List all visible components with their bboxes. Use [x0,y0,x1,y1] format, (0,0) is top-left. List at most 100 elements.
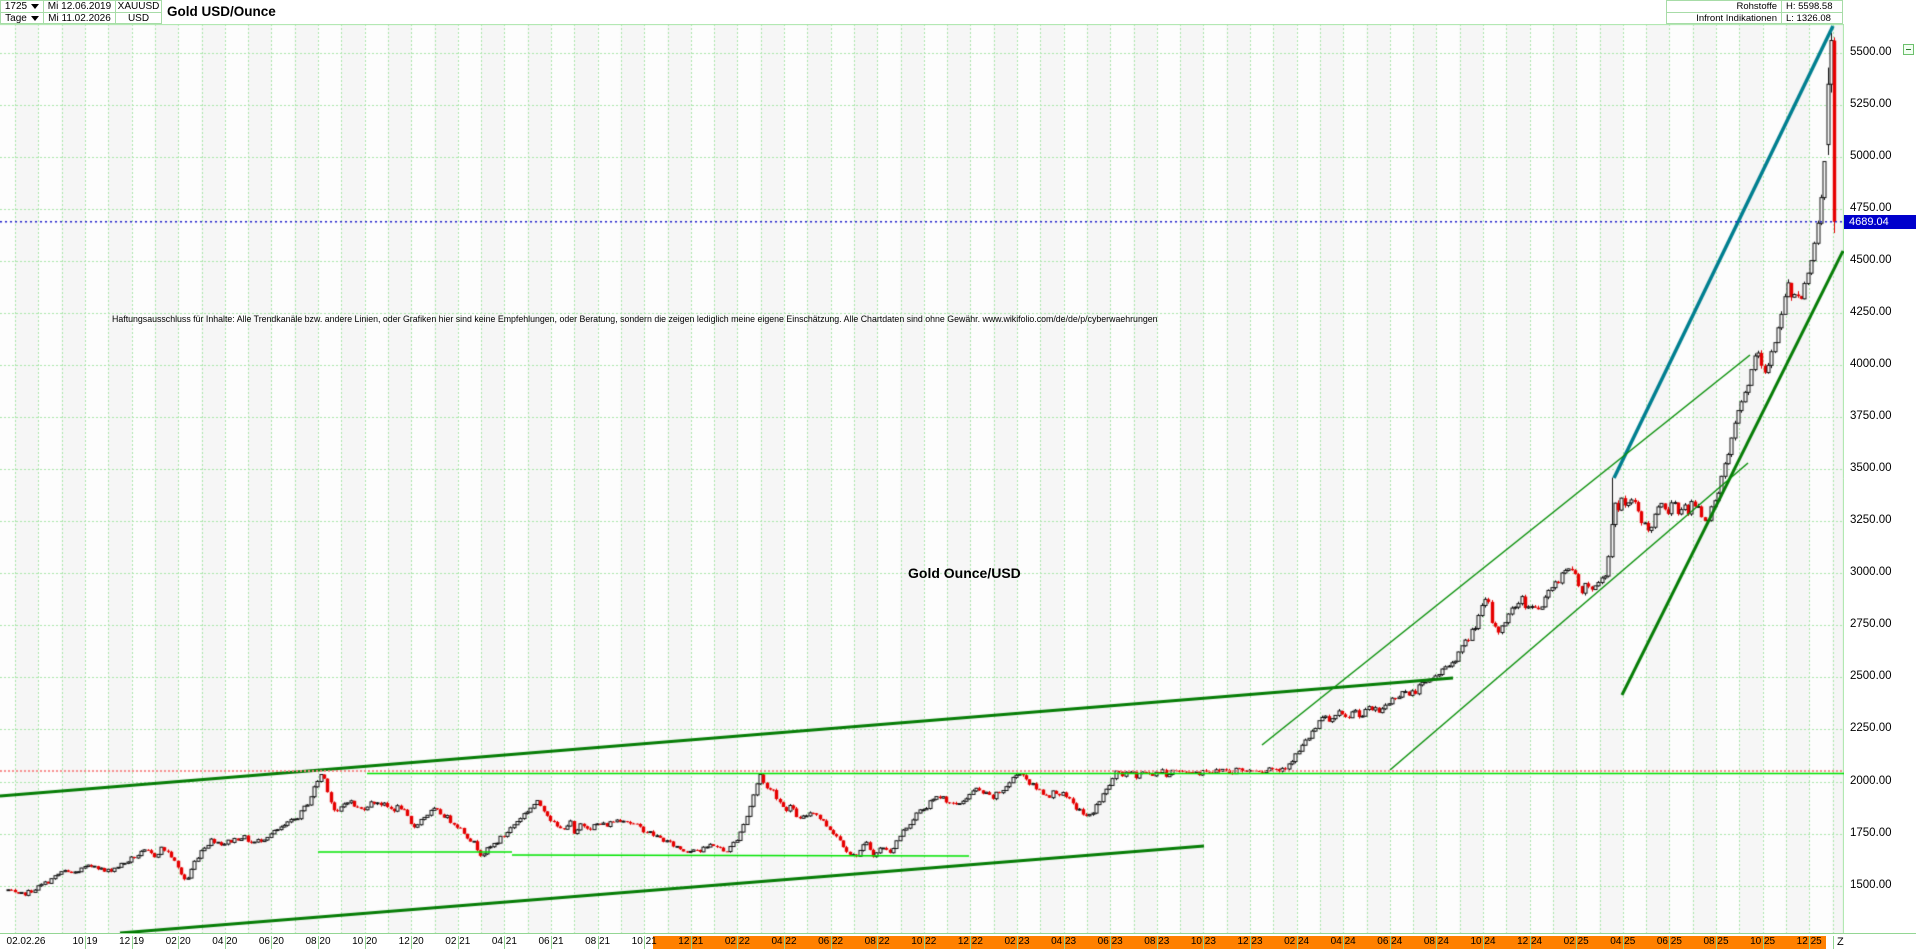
y-axis-label: 2250.00 [1850,722,1892,735]
chevron-down-icon [30,15,39,21]
time-axis-separator [458,936,459,949]
x-axis-label: 12 19 [119,936,145,947]
y-axis-label: 5500.00 [1850,46,1892,58]
y-axis-label: 5250.00 [1850,98,1892,111]
x-axis-label: 04 20 [212,936,238,947]
time-axis-separator [1203,936,1204,949]
x-axis-label: 06 23 [1097,936,1123,947]
x-axis-label: 10 23 [1190,936,1216,947]
x-axis-label: 08 23 [1144,936,1170,947]
timeframe-select[interactable]: Tage [0,12,44,24]
time-axis-separator [1669,936,1670,949]
x-axis-label: 08 20 [305,936,331,947]
time-axis-separator [1250,936,1251,949]
time-axis[interactable]: 02.02.26 Z 10 19 12 19 02 20 04 20 06 20 08 2… [0,933,1916,949]
time-axis-separator [784,936,785,949]
time-axis-separator [1064,936,1065,949]
time-axis-separator [924,936,925,949]
chevron-down-icon [31,4,40,9]
price-axis[interactable]: 5500.00 5250.00 5000.00 4750.00 4500.00 4250.… [1844,24,1916,933]
currency-cell: USD [115,12,162,24]
x-axis-label: 06 20 [258,936,284,947]
x-axis-label: 10 24 [1470,936,1496,947]
time-axis-separator [877,936,878,949]
x-axis-label: 10 22 [911,936,937,947]
jump-to-end-label[interactable]: Z [1837,936,1844,948]
session-low-value: L: 1326.08 [1786,12,1831,24]
start-date-value: Mi 12.06.2019 [47,1,112,12]
time-axis-separator [737,936,738,949]
y-axis-label: 3250.00 [1850,514,1892,527]
x-axis-label: 10 25 [1750,936,1776,947]
x-axis-label: 02 23 [1004,936,1030,947]
y-axis-label: 2000.00 [1850,774,1892,787]
time-axis-separator [1343,936,1344,949]
time-axis-separator [970,936,971,949]
x-axis-label: 08 24 [1423,936,1449,947]
y-axis-label: 3000.00 [1850,566,1892,579]
time-axis-separator [1483,936,1484,949]
x-axis-label: 04 23 [1051,936,1077,947]
x-axis-label: 02 24 [1284,936,1310,947]
x-axis-label: 12 22 [957,936,983,947]
timeframe-value: Tage [5,12,27,24]
time-axis-separator [1623,936,1624,949]
x-axis-label: 06 21 [538,936,564,947]
end-date-value: Mi 11.02.2026 [48,12,111,24]
time-axis-separator [1809,936,1810,949]
y-axis-label: 4250.00 [1850,306,1892,319]
x-axis-label: 12 23 [1237,936,1263,947]
time-axis-separator [598,936,599,949]
x-axis-label: 04 21 [491,936,517,947]
x-axis-label: 02 20 [165,936,191,947]
y-axis-label: 2500.00 [1850,670,1892,683]
time-axis-separator [691,936,692,949]
page-title: Gold USD/Ounce [167,4,276,19]
time-axis-separator [831,936,832,949]
chart-header: 1725 Tage Mi 12.06.2019 Mi 11.02.2026 XA… [0,0,1916,25]
time-axis-separator [178,936,179,949]
x-axis-label: 12 21 [678,936,704,947]
x-axis-label: 04 22 [771,936,797,947]
x-axis-label: 12 24 [1517,936,1543,947]
time-axis-separator [504,936,505,949]
y-axis-label: 5000.00 [1850,150,1892,163]
time-axis-separator [1436,936,1437,949]
x-axis-label: 02.02.26 [6,936,46,947]
y-axis-label: 4500.00 [1850,254,1892,267]
y-axis-label: 2750.00 [1850,618,1892,631]
disclaimer-text: Haftungsausschluss für Inhalte: Alle Tre… [112,314,1158,324]
y-axis-label: 4750.00 [1850,202,1892,215]
x-axis-label: 10 20 [352,936,378,947]
time-axis-highlight [653,936,1826,949]
y-axis-label: 3500.00 [1850,462,1892,475]
time-axis-separator [1390,936,1391,949]
x-axis-label: 02 21 [445,936,471,947]
minus-box-icon[interactable] [1903,44,1914,55]
x-axis-label: 04 25 [1610,936,1636,947]
x-axis-label: 08 25 [1703,936,1729,947]
time-axis-separator [1763,936,1764,949]
feed-source: Infront Indikationen [1666,12,1782,24]
y-axis-label: 1750.00 [1850,826,1892,839]
symbol-value: XAUUSD [117,1,160,12]
period-value: 1725 [4,1,28,12]
chart-watermark: Gold Ounce/USD [908,565,1021,581]
y-axis-label: 3750.00 [1850,410,1892,423]
x-axis-label: 10 19 [72,936,98,947]
time-axis-separator [1297,936,1298,949]
price-chart-canvas[interactable] [0,24,1844,933]
x-axis-label: 02 25 [1563,936,1589,947]
time-axis-separator [1716,936,1717,949]
time-axis-separator [1110,936,1111,949]
x-axis-label: 12 20 [398,936,424,947]
x-axis-label: 08 21 [585,936,611,947]
time-axis-separator [644,936,645,949]
end-date-field[interactable]: Mi 11.02.2026 [43,12,116,24]
time-axis-separator [1576,936,1577,949]
x-axis-label: 12 25 [1796,936,1822,947]
time-axis-separator [365,936,366,949]
y-axis-label: 4000.00 [1850,358,1892,371]
time-axis-separator [411,936,412,949]
x-axis-label: 10 21 [631,936,657,947]
